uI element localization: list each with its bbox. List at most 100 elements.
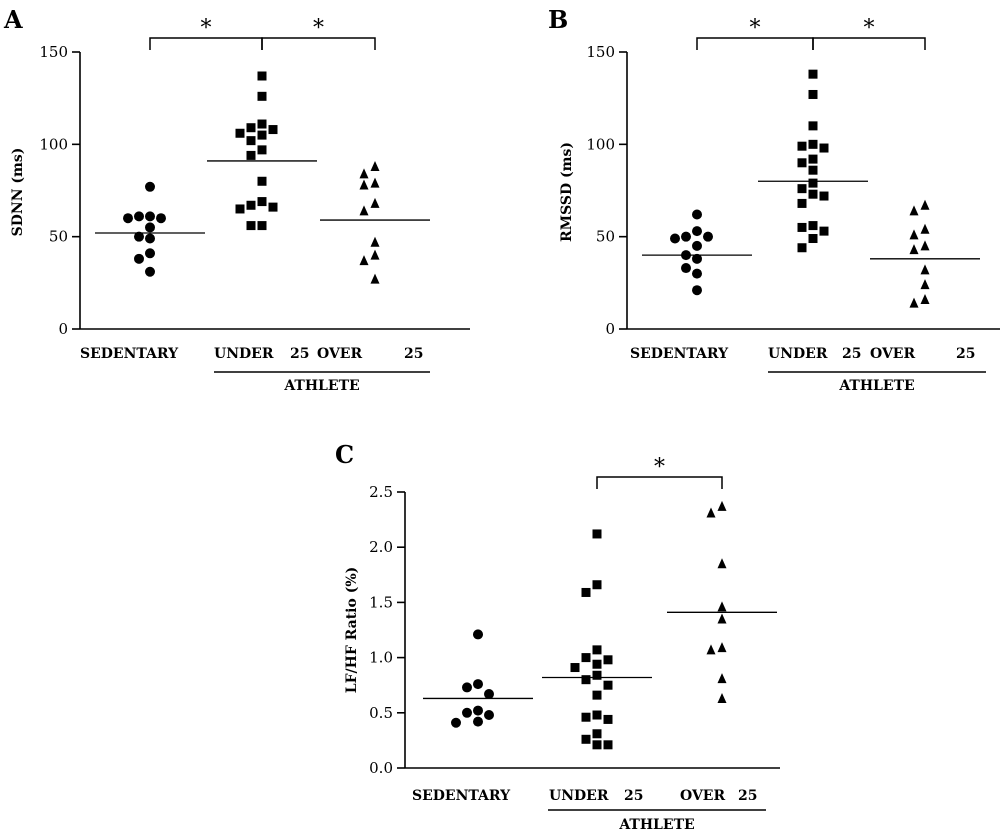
panel-a-point-over-25: [370, 273, 380, 284]
panel-c-point-under-25: [592, 645, 602, 655]
panel-b-point-over-25: [909, 205, 919, 216]
panel-a-y-axis-label: SDNN (ms): [10, 148, 26, 237]
panel-b-significance-star: *: [864, 16, 875, 41]
panel-c-point-under-25: [592, 580, 602, 590]
panel-a-point-over-25: [359, 168, 369, 179]
panel-b-category-label: SEDENTARY: [630, 346, 729, 362]
panel-b-y-tick-label: 50: [596, 228, 615, 246]
panel-c-point-sedentary: [462, 707, 472, 718]
panel-b-letter: B: [548, 5, 568, 34]
panel-c-point-under-25: [592, 659, 602, 669]
panel-c-y-tick-label: 2.0: [369, 538, 393, 556]
panel-b-point-under-25: [808, 139, 818, 149]
panel-b-category-label-suffix: 25: [956, 346, 975, 362]
panel-b-point-under-25: [808, 165, 818, 175]
panel-c-group-label: ATHLETE: [618, 817, 694, 833]
panel-c-point-over-25: [717, 500, 727, 511]
panel-a-point-under-25: [235, 128, 245, 138]
panel-c-plot-area: 0.0 0.5 1.0 1.5 2.0 2.5 * SEDENTARY UNDER 25 OVER 2…: [369, 455, 780, 833]
panel-b-category-label-suffix: 25: [842, 346, 861, 362]
panel-c-point-under-25: [592, 740, 602, 750]
panel-b-point-sedentary: [670, 233, 680, 244]
panel-a-point-under-25: [246, 123, 256, 133]
panel-c-significance-star: *: [654, 455, 665, 480]
panel-a-point-over-25: [370, 197, 380, 208]
panel-a-point-sedentary: [145, 266, 155, 277]
panel-b-point-over-25: [920, 223, 930, 234]
panel-a-point-under-25: [235, 204, 245, 214]
panel-a-category-label-suffix: 25: [404, 346, 423, 362]
panel-c-point-over-25: [717, 692, 727, 703]
panel-a-significance-star: *: [313, 16, 324, 41]
panel-a-point-sedentary: [134, 253, 144, 264]
panel-c-point-under-25: [592, 729, 602, 739]
panel-a-category-label: UNDER: [214, 346, 274, 362]
panel-b-point-under-25: [797, 243, 807, 253]
panel-a-point-under-25: [268, 202, 278, 212]
panel-a-plot-area: 0 50 100 150 * * SEDENTARY UNDER 25 OVER 25 ATHLETE: [39, 16, 470, 394]
panel-c-category-label: SEDENTARY: [412, 788, 511, 804]
panel-c-point-under-25: [592, 710, 602, 720]
panel-c-point-over-25: [706, 644, 716, 655]
panel-b-point-over-25: [920, 199, 930, 210]
panel-c-category-label: UNDER: [549, 788, 609, 804]
panel-a-y-tick-label: 150: [39, 43, 68, 61]
panel-b-plot-area: 0 50 100 150 * * SEDENTARY UNDER 25 OVER 25 ATHLETE: [586, 16, 1000, 394]
panel-b-significance-bracket: [812, 37, 926, 50]
panel-b-point-under-25: [819, 226, 829, 236]
panel-a-point-over-25: [370, 236, 380, 247]
panel-a-point-sedentary: [134, 211, 144, 222]
panel-c-y-tick-label: 1.0: [369, 649, 393, 667]
panel-b-point-under-25: [819, 143, 829, 153]
panel-a-y-tick-label: 0: [58, 320, 68, 338]
panel-a-point-under-25: [257, 176, 267, 186]
panel-b-point-sedentary: [692, 268, 702, 279]
panel-b-point-over-25: [909, 244, 919, 255]
panel-b-point-sedentary: [681, 263, 691, 274]
panel-c-point-under-25: [603, 680, 613, 690]
panel-a-point-under-25: [257, 197, 267, 207]
panel-b-point-under-25: [808, 69, 818, 79]
panel-b-point-under-25: [797, 222, 807, 232]
panel-c-category-label: OVER: [680, 788, 725, 804]
panel-b-point-over-25: [909, 229, 919, 240]
panel-c-point-under-25: [581, 653, 591, 663]
panel-c-point-over-25: [717, 613, 727, 624]
panel-b-point-over-25: [920, 293, 930, 304]
panel-c-point-sedentary: [473, 679, 483, 690]
panel-c-point-under-25: [592, 529, 602, 539]
panel-c-point-sedentary: [473, 629, 483, 640]
panel-c-point-under-25: [603, 655, 613, 665]
panel-b-point-under-25: [797, 141, 807, 151]
panel-a-y-tick-label: 100: [39, 135, 68, 153]
panel-c-significance-bracket: [596, 476, 723, 489]
panel-b-significance-star: *: [750, 16, 761, 41]
panel-c-point-sedentary: [473, 716, 483, 727]
panel-c-point-under-25: [603, 740, 613, 750]
panel-a-letter: A: [3, 5, 23, 34]
panel-c-point-over-25: [717, 601, 727, 612]
panel-a-point-under-25: [257, 221, 267, 231]
panel-c-point-under-25: [592, 690, 602, 700]
panel-b-point-under-25: [819, 191, 829, 201]
panel-a-point-under-25: [257, 145, 267, 155]
panel-c-point-sedentary: [451, 717, 461, 728]
panel-c-y-tick-label: 1.5: [369, 593, 393, 611]
panel-b-point-sedentary: [692, 209, 702, 220]
panel-a-point-over-25: [370, 177, 380, 188]
panel-c-letter: C: [335, 440, 354, 469]
panel-a-point-over-25: [359, 179, 369, 190]
panel-a-significance-star: *: [201, 16, 212, 41]
panel-c-y-axis-label: LF/HF Ratio (%): [344, 567, 360, 694]
panel-b-point-under-25: [797, 158, 807, 168]
panel-a-point-under-25: [257, 130, 267, 140]
panel-c-point-sedentary: [484, 689, 494, 700]
panel-c-point-over-25: [717, 673, 727, 684]
panel-b-point-under-25: [797, 198, 807, 208]
panel-a-point-under-25: [246, 150, 256, 160]
panel-a-point-over-25: [370, 160, 380, 171]
panel-b-point-under-25: [808, 221, 818, 231]
panel-c-point-sedentary: [484, 710, 494, 721]
panel-a-point-over-25: [370, 249, 380, 260]
panel-b-group-label: ATHLETE: [838, 378, 914, 394]
